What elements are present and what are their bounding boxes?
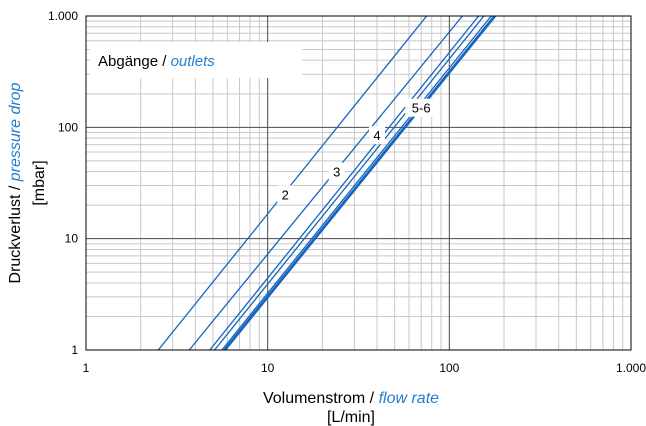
series-lines: [157, 16, 496, 350]
inset-label-en: outlets: [171, 53, 216, 70]
series-label-bg-4: [369, 126, 386, 145]
series-line-4: [214, 16, 485, 350]
x-axis-label-de: Volumenstrom /: [263, 390, 379, 407]
x-tick-label: 100: [439, 361, 459, 375]
series-label-bg-3: [328, 162, 345, 181]
y-axis-label-de: Druckverlust /: [7, 181, 24, 283]
series-line-5-6: [223, 16, 496, 350]
x-tick-label: 1: [83, 361, 90, 375]
y-tick-label: 1.000: [48, 9, 78, 23]
inset-label: Abgänge / outlets: [98, 53, 215, 70]
series-label-3: 3: [333, 165, 340, 180]
x-tick-label: 10: [261, 361, 275, 375]
series-label-2: 2: [282, 187, 289, 202]
x-axis-label-en: flow rate: [379, 390, 440, 407]
series-label-bg-5-6: [405, 98, 438, 117]
series-label-5-6: 5-6: [412, 101, 431, 116]
y-axis-unit: [mbar]: [31, 160, 48, 205]
x-axis-unit: [L/min]: [327, 409, 375, 426]
plot-frame: [85, 15, 632, 351]
inset-label-box: [90, 42, 302, 78]
series-line-unlabeled: [209, 16, 480, 350]
series-label-bg-2: [277, 185, 294, 204]
y-tick-label: 10: [65, 232, 79, 246]
series-line-2: [157, 16, 428, 350]
y-axis-label-en: pressure drop: [7, 82, 24, 182]
series-line-unlabeled: [221, 16, 492, 350]
x-tick-label: 1.000: [616, 361, 646, 375]
series-line-3: [188, 16, 463, 350]
y-tick-label: 100: [58, 120, 78, 134]
series-label-4: 4: [373, 128, 380, 143]
tick-labels: 1 10 100 1.000 1 10 100 1.000: [48, 9, 646, 375]
x-axis-label: Volumenstrom / flow rate: [263, 390, 439, 407]
y-axis-label: Druckverlust / pressure drop: [7, 82, 24, 283]
y-tick-label: 1: [71, 343, 78, 357]
inset-label-de: Abgänge /: [98, 53, 171, 70]
series-labels: 2 3 4 5-6: [277, 98, 438, 204]
